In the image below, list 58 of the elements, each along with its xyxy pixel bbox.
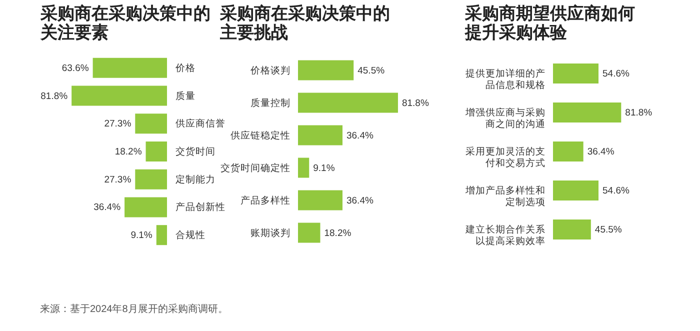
- data-label: 36.4%: [94, 202, 122, 214]
- y-tick-label: 质量: [176, 90, 196, 102]
- data-label: 18.2%: [114, 146, 142, 158]
- chart-title: 采购商在采购决策中的关注要素: [40, 4, 211, 42]
- bar: [553, 64, 598, 84]
- data-label: 36.4%: [346, 195, 374, 206]
- data-label: 36.4%: [346, 130, 374, 142]
- bar: [298, 92, 398, 113]
- bar: [553, 220, 591, 240]
- data-label: 54.6%: [602, 186, 630, 196]
- bar: [135, 114, 167, 134]
- y-tick-label: 产品多样性: [240, 194, 290, 206]
- data-label: 18.2%: [324, 228, 352, 239]
- data-label: 36.4%: [587, 146, 615, 158]
- data-label: 81.8%: [402, 98, 430, 109]
- bar: [298, 125, 342, 146]
- y-tick-label: 价格谈判: [250, 64, 290, 76]
- bar: [553, 102, 622, 122]
- y-tick-label: 质量控制: [250, 96, 290, 109]
- y-tick-label: 账期谈判: [250, 226, 290, 239]
- bar: [298, 158, 310, 178]
- data-label: 45.5%: [594, 224, 622, 236]
- bar: [72, 86, 167, 106]
- data-label: 27.3%: [104, 118, 132, 130]
- data-label: 63.6%: [62, 62, 90, 74]
- bar: [298, 190, 342, 210]
- y-tick-label: 交货时间确定性: [220, 162, 290, 174]
- y-tick-label: 增强供应商与采购商之间的沟通: [464, 106, 546, 130]
- source-note: 来源：基于2024年8月展开的采购商调研。: [40, 302, 228, 316]
- chart-title: 采购商在采购决策中的主要挑战: [219, 4, 390, 42]
- y-tick-label: 提供更加详细的产品信息和规格: [466, 68, 546, 91]
- data-label: 81.8%: [625, 108, 653, 118]
- bar: [124, 197, 167, 218]
- data-label: 27.3%: [104, 174, 132, 186]
- chart-title: 采购商期望供应商如何提升采购体验: [464, 4, 635, 42]
- data-label: 81.8%: [40, 90, 68, 102]
- y-tick-label: 交货时间: [176, 146, 216, 158]
- data-label: 45.5%: [358, 65, 386, 76]
- data-label: 54.6%: [602, 68, 630, 80]
- y-tick-label: 增加产品多样性和定制选项: [464, 184, 546, 208]
- y-tick-label: 定制能力: [176, 173, 216, 186]
- bar: [553, 142, 584, 162]
- y-tick-label: 采用更加灵活的支付和交易方式: [466, 146, 546, 169]
- bar: [553, 180, 598, 200]
- data-label: 9.1%: [130, 230, 153, 242]
- y-tick-label: 供应商信誉: [176, 118, 226, 130]
- y-tick-label: 供应链稳定性: [230, 129, 290, 142]
- y-tick-label: 价格: [174, 62, 196, 74]
- y-tick-label: 合规性: [176, 229, 206, 242]
- bar: [92, 58, 167, 78]
- data-label: 9.1%: [313, 162, 336, 174]
- bar: [156, 225, 167, 246]
- y-tick-label: 产品创新性: [176, 201, 226, 214]
- bar: [135, 169, 167, 190]
- y-tick-label: 建立长期合作关系以提高采购效率: [464, 224, 546, 247]
- bar: [146, 142, 167, 162]
- bar: [298, 60, 354, 80]
- bar: [298, 222, 320, 243]
